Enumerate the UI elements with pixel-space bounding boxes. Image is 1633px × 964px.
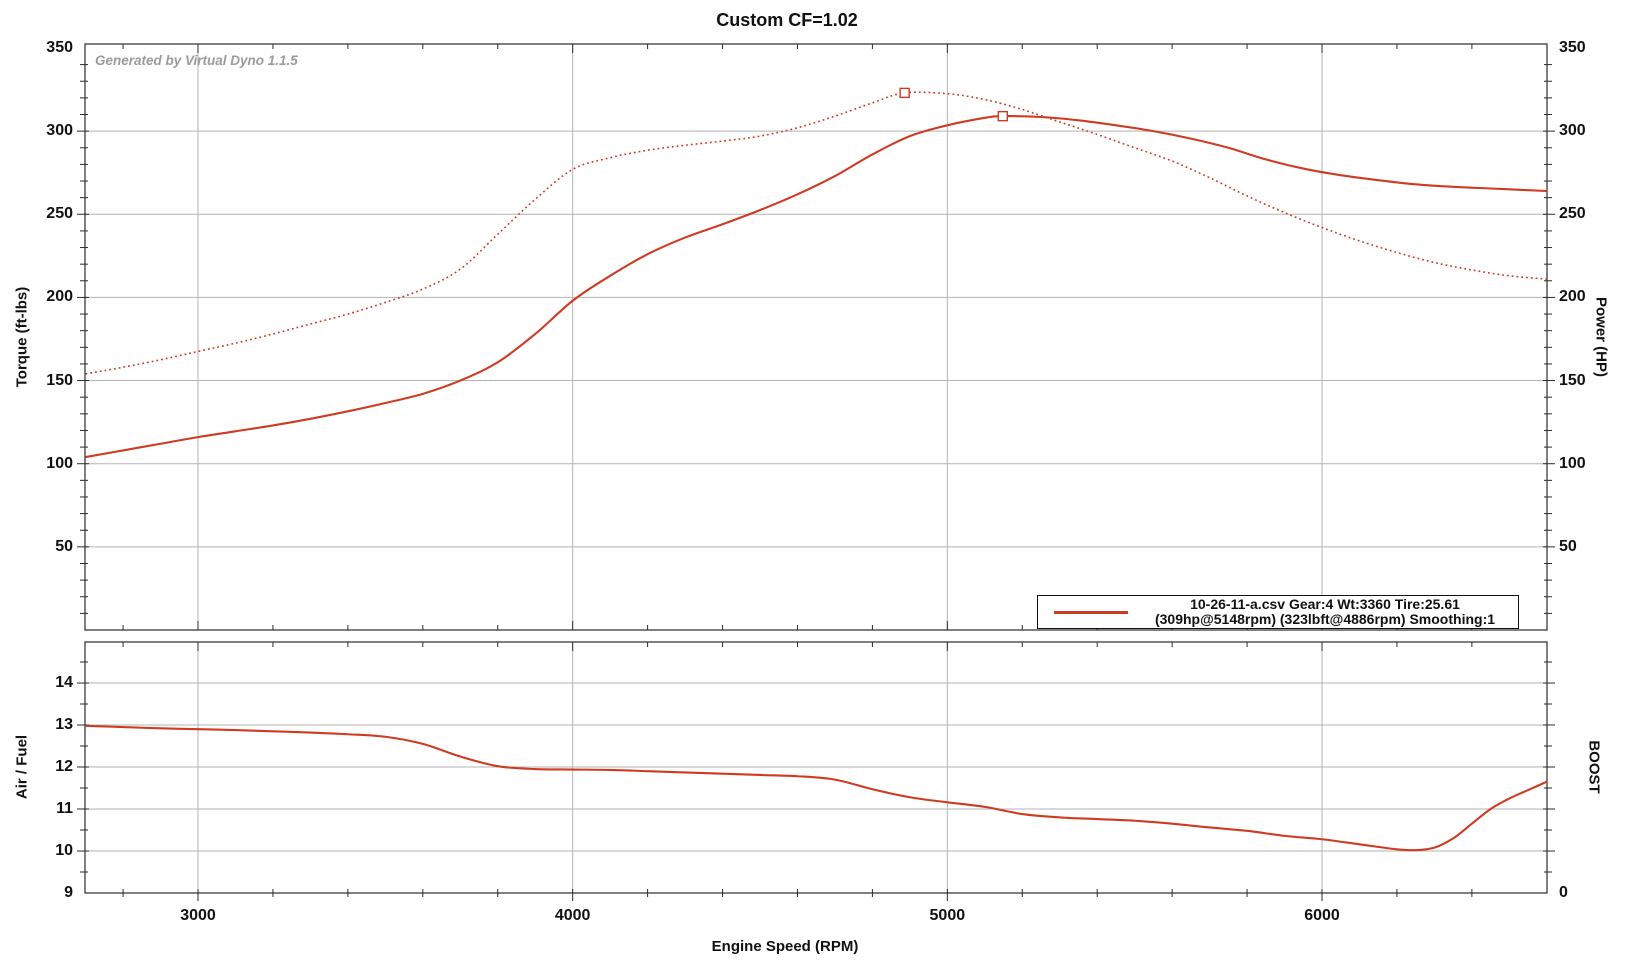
chart-title: Custom CF=1.02 (716, 10, 858, 30)
torque-tick-label: 250 (46, 205, 73, 223)
peak-marker (997, 110, 1008, 122)
rpm-tick-label: 4000 (554, 907, 591, 924)
legend-box: 10-26-11-a.csv Gear:4 Wt:3360 Tire:25.61… (1037, 595, 1519, 629)
torque-curve (85, 91, 1547, 375)
afr-tick-label: 11 (56, 800, 73, 817)
afr-tick-label: 14 (55, 674, 73, 691)
legend-line-sample (1054, 611, 1128, 614)
rpm-tick-label: 5000 (929, 907, 966, 924)
torque-tick-label: 50 (55, 537, 73, 555)
power-axis-title: Power (HP) (1592, 296, 1610, 378)
top-chart-frame (84, 43, 1548, 631)
torque-tick-label: 100 (46, 454, 73, 472)
power-tick-label: 150 (1559, 371, 1586, 389)
power-curve (85, 115, 1547, 459)
afr-tick-label: 9 (64, 884, 73, 901)
power-tick-label: 350 (1559, 38, 1586, 56)
afr-curve (85, 724, 1547, 852)
torque-tick-label: 300 (46, 122, 73, 140)
boost-axis-title: BOOST (1585, 740, 1603, 794)
legend-text: 10-26-11-a.csv Gear:4 Wt:3360 Tire:25.61… (1136, 597, 1514, 627)
legend-line-2: (309hp@5148rpm) (323lbft@4886rpm) Smooth… (1154, 611, 1496, 627)
afr-tick-label: 13 (55, 716, 73, 733)
boost-zero-tick-label: 0 (1559, 884, 1568, 901)
torque-tick-label: 350 (46, 38, 73, 56)
watermark-text: Generated by Virtual Dyno 1.1.5 (95, 53, 298, 68)
afr-tick-label: 10 (55, 842, 73, 859)
peak-marker (899, 87, 910, 99)
legend-line-1: 10-26-11-a.csv Gear:4 Wt:3360 Tire:25.61 (1190, 596, 1460, 612)
rpm-tick-label: 3000 (180, 907, 216, 924)
power-tick-label: 300 (1559, 122, 1586, 140)
torque-tick-label: 200 (46, 288, 73, 306)
power-tick-label: 50 (1559, 537, 1577, 555)
rpm-tick-label: 6000 (1304, 907, 1340, 924)
power-tick-label: 250 (1559, 205, 1586, 223)
power-tick-label: 200 (1559, 288, 1586, 306)
torque-tick-label: 150 (46, 371, 73, 389)
x-axis-title: Engine Speed (RPM) (711, 938, 859, 955)
power-tick-label: 100 (1559, 454, 1586, 472)
afr-tick-label: 12 (55, 758, 73, 775)
